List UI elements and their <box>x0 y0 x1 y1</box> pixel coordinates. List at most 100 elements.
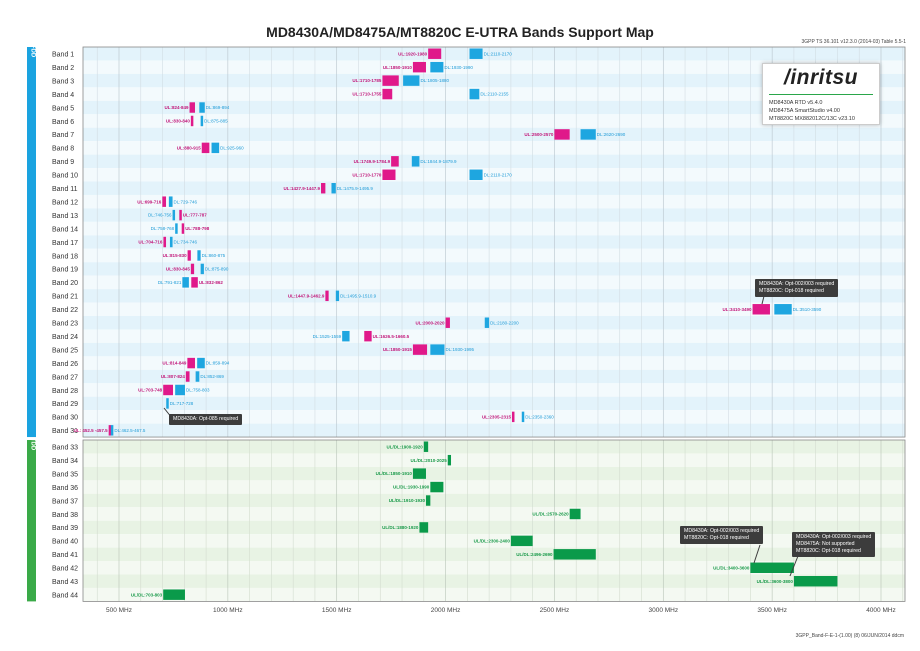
version-md8475a: MD8475A SmartStudio v4.00 <box>769 108 840 114</box>
ul-bar <box>412 61 426 73</box>
dl-bar <box>469 88 480 100</box>
fdd-plot-frame <box>82 46 906 438</box>
fdd-row-bg <box>83 248 905 263</box>
ul-bar <box>190 115 194 127</box>
dl-label: DL:2180-2200 <box>490 320 519 325</box>
dl-label: DL:925-960 <box>220 145 244 150</box>
dl-bar <box>172 209 176 221</box>
fdd-row-bg <box>83 114 905 128</box>
dl-bar <box>469 48 483 59</box>
dl-label: DL:3510-3590 <box>793 307 822 312</box>
ul-bar <box>325 290 329 302</box>
callout-line: MT8820C: Opt-018 required <box>684 535 749 541</box>
tdd-label: UL/DL:2496-2690 <box>516 552 553 557</box>
ul-bar <box>108 425 112 436</box>
band-label: Band 42 <box>52 566 78 573</box>
x-tick-label: 500 MHz <box>106 607 132 614</box>
version-md8430a: MD8430A RTD v5.4.0 <box>769 100 823 106</box>
ul-label: UL:699-716 <box>137 199 162 204</box>
ul-bar <box>428 48 442 59</box>
band-label: Band 11 <box>52 186 78 193</box>
band-label: Band 25 <box>52 347 78 354</box>
dl-bar <box>580 129 596 140</box>
fdd-group-bar <box>27 47 36 438</box>
band-label: Band 43 <box>52 579 78 586</box>
band-label: Band 39 <box>52 525 78 532</box>
band-label: Band 29 <box>52 401 78 408</box>
callout-pointer <box>761 295 765 305</box>
tdd-label: UL/DL:2570-2620 <box>532 512 569 517</box>
ul-label: UL:777-787 <box>183 213 208 218</box>
tdd-row-bg <box>83 547 905 562</box>
ul-bar <box>752 304 770 315</box>
tdd-row-bg <box>83 587 905 602</box>
tdd-bar <box>412 468 426 479</box>
band-label: Band 14 <box>52 226 78 233</box>
callout-line: MD8430A: Opt-002/003 required <box>759 281 835 287</box>
fdd-row-bg <box>83 383 905 397</box>
dl-bar <box>469 169 483 180</box>
ul-bar <box>511 411 515 423</box>
fdd-row-bg <box>83 316 905 330</box>
tdd-row-bg <box>83 440 905 454</box>
fdd-row-bg <box>83 410 905 424</box>
fdd-row-bg <box>83 47 905 61</box>
callout-band43: MD8430A: Opt-002/003 required MD8475A: N… <box>792 532 876 557</box>
fdd-row-bg <box>83 396 905 411</box>
tdd-bar <box>569 508 581 520</box>
fdd-row-bg <box>83 87 905 101</box>
dl-label: DL:2110-2170 <box>484 172 513 177</box>
band-label: Band 24 <box>52 334 78 341</box>
fdd-row-bg <box>83 181 905 195</box>
ul-bar <box>187 357 195 369</box>
band-label: Band 33 <box>52 445 78 452</box>
callout-line: MD8430A: Opt-002/003 required <box>796 534 872 540</box>
dl-bar <box>195 371 200 382</box>
dl-label: DL:746-756 <box>148 213 172 218</box>
ul-label: UL:2000-2020 <box>416 320 446 325</box>
band-label: Band 7 <box>52 132 74 139</box>
ul-label: UL:1850-1915 <box>383 347 413 352</box>
callout-pointer <box>789 555 799 577</box>
ul-label: UL:830-840 <box>166 119 191 124</box>
callout-line: MD8430A: Opt-085 required <box>173 416 239 422</box>
dl-label: DL:852-869 <box>200 374 224 379</box>
ul-bar <box>412 344 428 355</box>
tdd-group-bar <box>27 440 36 602</box>
band-label: Band 37 <box>52 498 78 505</box>
band-label: Band 3 <box>52 78 74 85</box>
band-label: Band 23 <box>52 321 78 328</box>
ul-label: UL:814-849 <box>162 361 187 366</box>
page-title: MD8430A/MD8475A/MT8820C E-UTRA Bands Sup… <box>266 24 654 40</box>
ul-bar <box>163 384 173 396</box>
anritsu-logo: /inritsu <box>783 66 858 89</box>
dl-bar <box>774 304 792 315</box>
tdd-bar <box>510 535 533 547</box>
ul-label: UL:1710-1785 <box>352 78 382 83</box>
dl-label: DL:2110-2155 <box>480 92 509 97</box>
dl-label: DL:860-875 <box>202 253 226 258</box>
tdd-label: UL/DL:1900-1920 <box>387 444 424 449</box>
band-label: Band 19 <box>52 267 78 274</box>
ul-label: UL:1710-1770 <box>352 172 382 177</box>
tdd-row-bg <box>83 466 905 481</box>
band-label: Band 20 <box>52 280 78 287</box>
ul-label: UL:830-845 <box>166 267 191 272</box>
band-label: Band 38 <box>52 512 78 519</box>
fdd-row-bg <box>83 289 905 303</box>
tdd-bar <box>425 495 431 506</box>
fdd-row-bg <box>83 221 905 236</box>
dl-label: DL:875-885 <box>204 119 228 124</box>
dl-label: DL:1495.9-1510.9 <box>340 293 377 298</box>
dl-bar <box>110 425 114 436</box>
fdd-row-bg <box>83 194 905 209</box>
band-label: Band 13 <box>52 213 78 220</box>
dl-bar <box>200 263 204 275</box>
tdd-label: UL/DL:1910-1930 <box>389 498 426 503</box>
dl-label: DL:2350-2360 <box>525 414 554 419</box>
tdd-label: UL/DL:2010-2025 <box>410 458 447 463</box>
fdd-row-bg <box>83 329 905 343</box>
dl-bar <box>403 75 420 86</box>
dl-bar <box>211 142 220 154</box>
